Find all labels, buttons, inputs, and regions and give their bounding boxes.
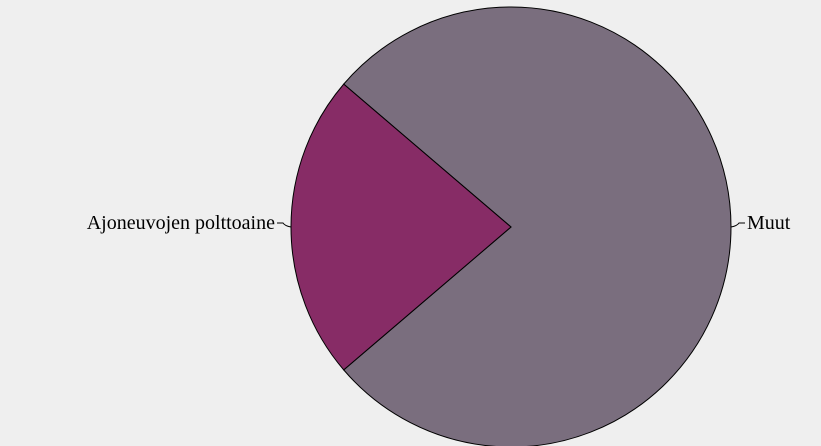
leader-line [277, 222, 292, 228]
leader-line [730, 222, 745, 228]
pie-slice-muut [343, 6, 732, 446]
pie-labels: Muut Ajoneuvojen polttoaine [87, 212, 791, 234]
pie-slices [290, 6, 732, 446]
slice-label: Ajoneuvojen polttoaine [87, 212, 275, 234]
slice-label: Muut [747, 212, 791, 234]
